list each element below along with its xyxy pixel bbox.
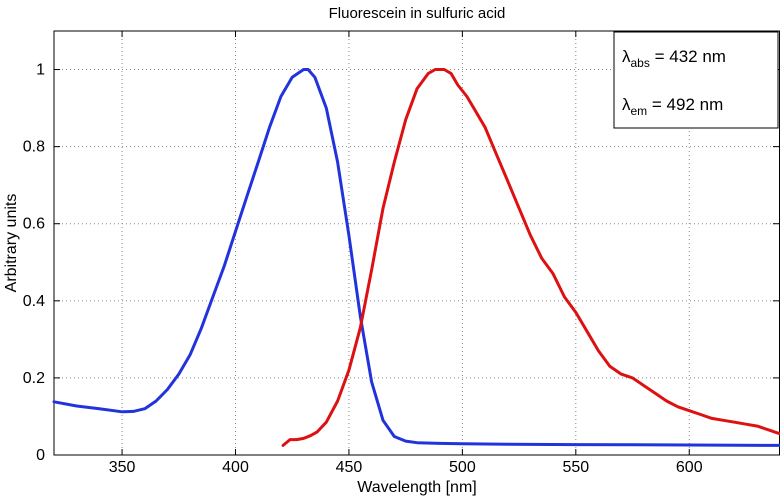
- y-tick-label: 1: [36, 62, 45, 79]
- x-axis-label: Wavelength [nm]: [357, 479, 476, 496]
- x-tick-label: 450: [336, 459, 363, 476]
- y-tick-label: 0: [36, 447, 45, 464]
- x-tick-label: 550: [562, 459, 589, 476]
- x-tick-label: 500: [449, 459, 476, 476]
- lambda-symbol: λ: [622, 47, 631, 66]
- x-tick-label: 400: [222, 459, 249, 476]
- lambda-value: = 492 nm: [647, 95, 723, 114]
- ticks: 350 400 450 500 550 600 0 0.2 0.4 0.6 0.8 1: [23, 31, 779, 476]
- y-tick-label: 0.2: [23, 370, 45, 387]
- x-tick-label: 350: [109, 459, 136, 476]
- y-axis-label: Arbitrary units: [3, 194, 20, 293]
- series-group: [52, 68, 780, 447]
- lambda-value: = 432 nm: [650, 47, 726, 66]
- y-tick-label: 0.6: [23, 216, 45, 233]
- lambda-subscript: em: [631, 104, 648, 118]
- annotation-line: λabs = 432 nm: [622, 47, 726, 70]
- annotation-line: λem = 492 nm: [622, 95, 723, 118]
- absorption-line: [52, 68, 780, 447]
- y-tick-label: 0.4: [23, 293, 45, 310]
- chart-title: Fluorescein in sulfuric acid: [329, 5, 506, 22]
- lambda-symbol: λ: [622, 95, 631, 114]
- emission-line: [281, 68, 780, 447]
- lambda-subscript: abs: [631, 56, 650, 70]
- y-tick-label: 0.8: [23, 139, 45, 156]
- annotation-frame: [613, 31, 779, 129]
- x-tick-label: 600: [676, 459, 703, 476]
